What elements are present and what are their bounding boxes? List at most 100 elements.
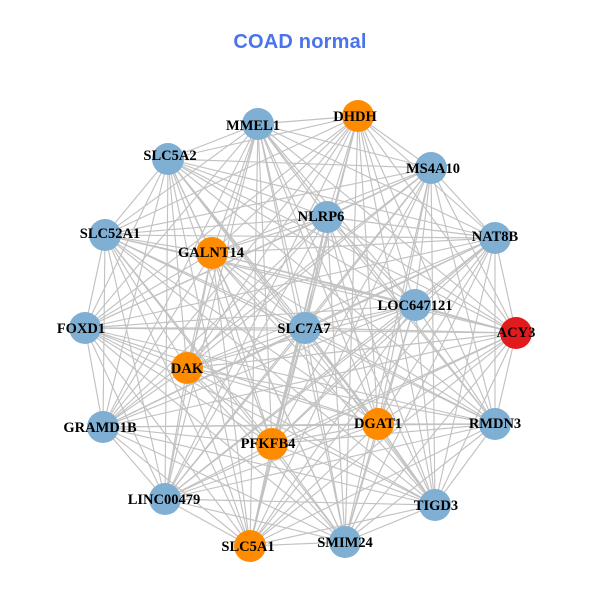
network-edge <box>84 327 436 506</box>
network-edge <box>164 327 306 500</box>
network-edge <box>164 498 436 506</box>
network-edge <box>430 167 517 334</box>
network-edge <box>104 234 166 500</box>
network-edge <box>304 304 416 329</box>
network-edge <box>414 304 436 506</box>
network-node-LOC647121 <box>399 289 431 321</box>
network-edge <box>430 167 496 425</box>
network-edge <box>104 115 359 236</box>
network-edge <box>326 216 436 506</box>
network-edge <box>167 158 432 169</box>
node-label-RMDN3: RMDN3 <box>469 416 521 432</box>
network-node-DAK <box>171 352 203 384</box>
network-edge <box>249 443 273 547</box>
network-edge <box>211 115 359 254</box>
network-node-DHDH <box>342 100 374 132</box>
network-edge <box>84 115 359 329</box>
network-edge <box>104 234 188 369</box>
network-edge <box>84 327 104 428</box>
network-edge <box>257 123 517 334</box>
network-edge <box>167 123 259 160</box>
network-node-SLC7A7 <box>289 312 321 344</box>
node-label-DGAT1: DGAT1 <box>354 416 402 432</box>
network-edge <box>102 423 496 428</box>
labels-layer: MMEL1 DHDH SLC5A2 MS4A10 NLRP6 SLC52A1 GALNT14… <box>57 109 536 555</box>
network-edge <box>249 423 379 547</box>
network-edge <box>186 332 517 369</box>
network-edge <box>164 367 188 500</box>
network-edge <box>164 423 496 500</box>
network-edge <box>84 327 188 369</box>
network-edge <box>249 504 436 547</box>
network-edge <box>164 498 251 547</box>
network-node-SLC52A1 <box>89 219 121 251</box>
network-edge <box>102 332 517 428</box>
node-label-NLRP6: NLRP6 <box>298 209 345 225</box>
node-label-SLC52A1: SLC52A1 <box>80 226 140 242</box>
network-edge <box>414 167 432 306</box>
network-edge <box>104 123 259 236</box>
network-edge <box>164 304 416 500</box>
network-edge <box>271 443 346 543</box>
network-edge <box>84 304 416 329</box>
network-node-MS4A10 <box>415 152 447 184</box>
network-edge <box>186 237 496 369</box>
network-node-DGAT1 <box>362 408 394 440</box>
node-label-SLC5A2: SLC5A2 <box>143 148 196 164</box>
network-edge <box>211 237 496 254</box>
network-edge <box>434 237 496 506</box>
node-label-DAK: DAK <box>171 361 204 377</box>
network-edge <box>104 158 169 236</box>
network-edge <box>249 332 517 547</box>
network-edge <box>84 252 213 329</box>
network-edge <box>434 332 517 506</box>
node-label-TIGD3: TIGD3 <box>414 498 458 514</box>
network-edge <box>104 234 306 329</box>
network-edge <box>326 216 379 425</box>
network-edge <box>102 304 416 428</box>
network-edge <box>249 216 328 547</box>
node-label-ACY3: ACY3 <box>497 325 536 341</box>
network-edge <box>257 123 496 239</box>
network-edge <box>84 327 346 543</box>
node-label-MS4A10: MS4A10 <box>406 161 460 177</box>
node-label-LINC00479: LINC00479 <box>128 492 201 508</box>
network-node-SLC5A2 <box>152 143 184 175</box>
network-edge <box>211 252 251 547</box>
network-edge <box>304 327 346 543</box>
network-edge <box>344 423 496 543</box>
network-edge <box>344 332 517 543</box>
network-edge <box>164 498 346 543</box>
network-edge <box>84 327 273 445</box>
network-edge <box>186 216 328 369</box>
network-node-SLC5A1 <box>234 530 266 562</box>
network-node-SMIM24 <box>329 526 361 558</box>
network-node-RMDN3 <box>479 408 511 440</box>
network-edge <box>102 252 213 428</box>
network-edge <box>84 327 496 425</box>
nodes-layer <box>69 100 532 562</box>
network-edge <box>344 504 436 543</box>
network-edge <box>249 423 496 547</box>
network-node-NLRP6 <box>311 201 343 233</box>
network-edge <box>104 234 213 254</box>
network-node-NAT8B <box>479 222 511 254</box>
network-edge <box>164 237 496 500</box>
network-edge <box>167 158 251 547</box>
network-edge <box>102 367 188 428</box>
node-label-SMIM24: SMIM24 <box>317 535 373 551</box>
network-node-TIGD3 <box>419 489 451 521</box>
network-edge <box>211 252 273 445</box>
network-edge <box>84 327 166 500</box>
network-edge <box>326 216 416 306</box>
network-edge <box>186 367 379 425</box>
network-edge <box>326 216 496 239</box>
network-edge <box>494 237 517 334</box>
network-edge <box>102 234 106 428</box>
network-edge <box>164 423 379 500</box>
network-edge <box>104 167 432 236</box>
node-label-NAT8B: NAT8B <box>472 229 519 245</box>
network-edge <box>414 304 517 334</box>
network-edge <box>414 304 496 425</box>
